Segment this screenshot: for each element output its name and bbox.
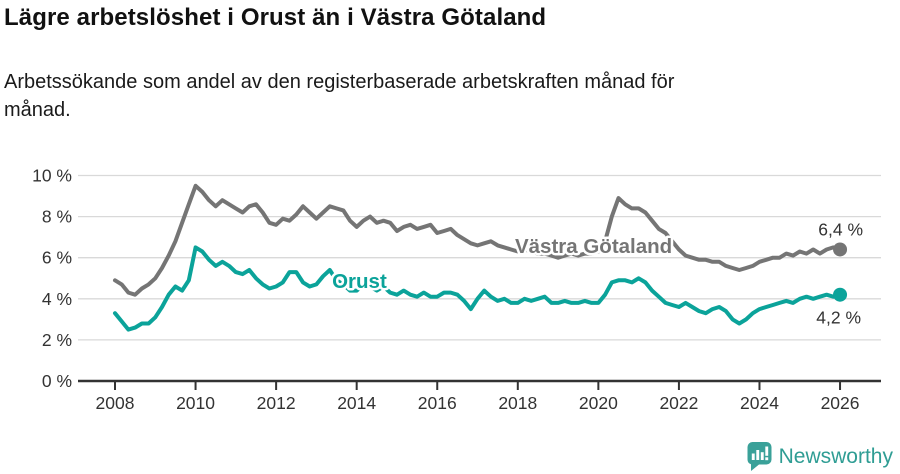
series-line-vastra-gotaland <box>113 183 842 297</box>
series-endpoint-dot-orust <box>833 287 848 302</box>
value-label-vastra-gotaland: 6,4 % <box>818 219 863 239</box>
x-axis-tick-label: 2014 <box>337 393 376 413</box>
x-axis-tick-label: 2026 <box>821 393 860 413</box>
y-axis-tick-label: 0 % <box>42 371 72 391</box>
x-axis-tick-label: 2016 <box>418 393 457 413</box>
x-axis-tick-label: 2008 <box>96 393 135 413</box>
y-axis-tick-label: 6 % <box>42 248 72 268</box>
series-endpoint-dot-vastra-gotaland <box>833 242 848 257</box>
page-title: Lägre arbetslöshet i Orust än i Västra G… <box>4 4 547 31</box>
y-axis-tick-label: 8 % <box>42 207 72 227</box>
chart-subtitle-line2: månad. <box>4 99 71 121</box>
series-line-orust <box>113 245 842 332</box>
x-axis-tick-label: 2022 <box>659 393 698 413</box>
x-axis-tick-label: 2020 <box>579 393 618 413</box>
chart-subtitle-line1: Arbetssökande som andel av den registerb… <box>4 71 675 93</box>
y-axis-tick-label: 2 % <box>42 330 72 350</box>
x-axis-tick-label: 2024 <box>740 393 779 413</box>
y-axis-tick-label: 10 % <box>32 166 72 186</box>
chart-subtitle: Arbetssökande som andel av den registerb… <box>4 68 674 124</box>
newsworthy-brand-text: Newsworthy <box>778 444 893 468</box>
bar-chart-speech-bubble-icon <box>747 442 772 471</box>
y-axis-tick-label: 4 % <box>42 289 72 309</box>
x-axis-tick-label: 2010 <box>176 393 215 413</box>
series-label-vastra-gotaland: Västra Götaland <box>515 235 672 258</box>
value-label-orust: 4,2 % <box>816 308 861 328</box>
x-axis-tick-label: 2018 <box>498 393 537 413</box>
x-axis-tick-label: 2012 <box>257 393 296 413</box>
series-label-orust: Orust <box>332 270 387 293</box>
newsworthy-logo: Newsworthy <box>747 442 893 471</box>
